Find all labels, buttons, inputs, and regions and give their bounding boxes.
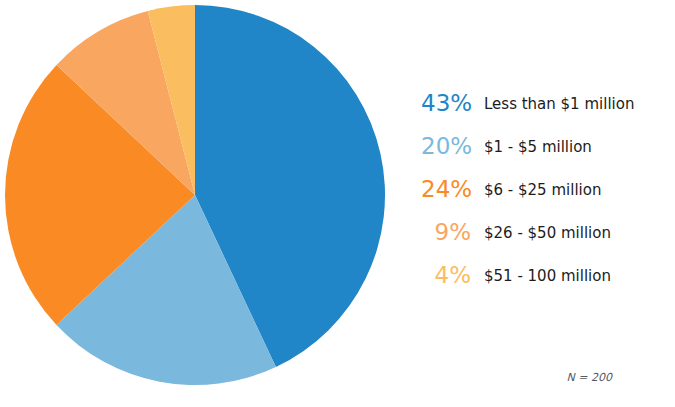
legend-percent: 4% [421, 264, 471, 287]
pie-chart [0, 0, 391, 391]
legend-percent: 24% [421, 178, 471, 201]
legend-label: $1 - $5 million [484, 138, 592, 156]
legend-item: 43% Less than $1 million [421, 82, 651, 125]
sample-size-note: N = 200 [567, 371, 612, 384]
legend-label: $26 - $50 million [484, 224, 611, 242]
legend-label: Less than $1 million [484, 95, 634, 113]
legend-percent: 9% [421, 221, 471, 244]
legend-label: $6 - $25 million [484, 181, 601, 199]
legend-percent: 20% [421, 135, 471, 158]
pie-chart-figure: 43% Less than $1 million 20% $1 - $5 mil… [0, 0, 675, 407]
legend-item: 9% $26 - $50 million [421, 211, 651, 254]
legend: 43% Less than $1 million 20% $1 - $5 mil… [421, 82, 651, 297]
legend-item: 20% $1 - $5 million [421, 125, 651, 168]
legend-item: 4% $51 - 100 million [421, 254, 651, 297]
legend-item: 24% $6 - $25 million [421, 168, 651, 211]
legend-label: $51 - 100 million [484, 267, 611, 285]
legend-percent: 43% [421, 92, 471, 115]
